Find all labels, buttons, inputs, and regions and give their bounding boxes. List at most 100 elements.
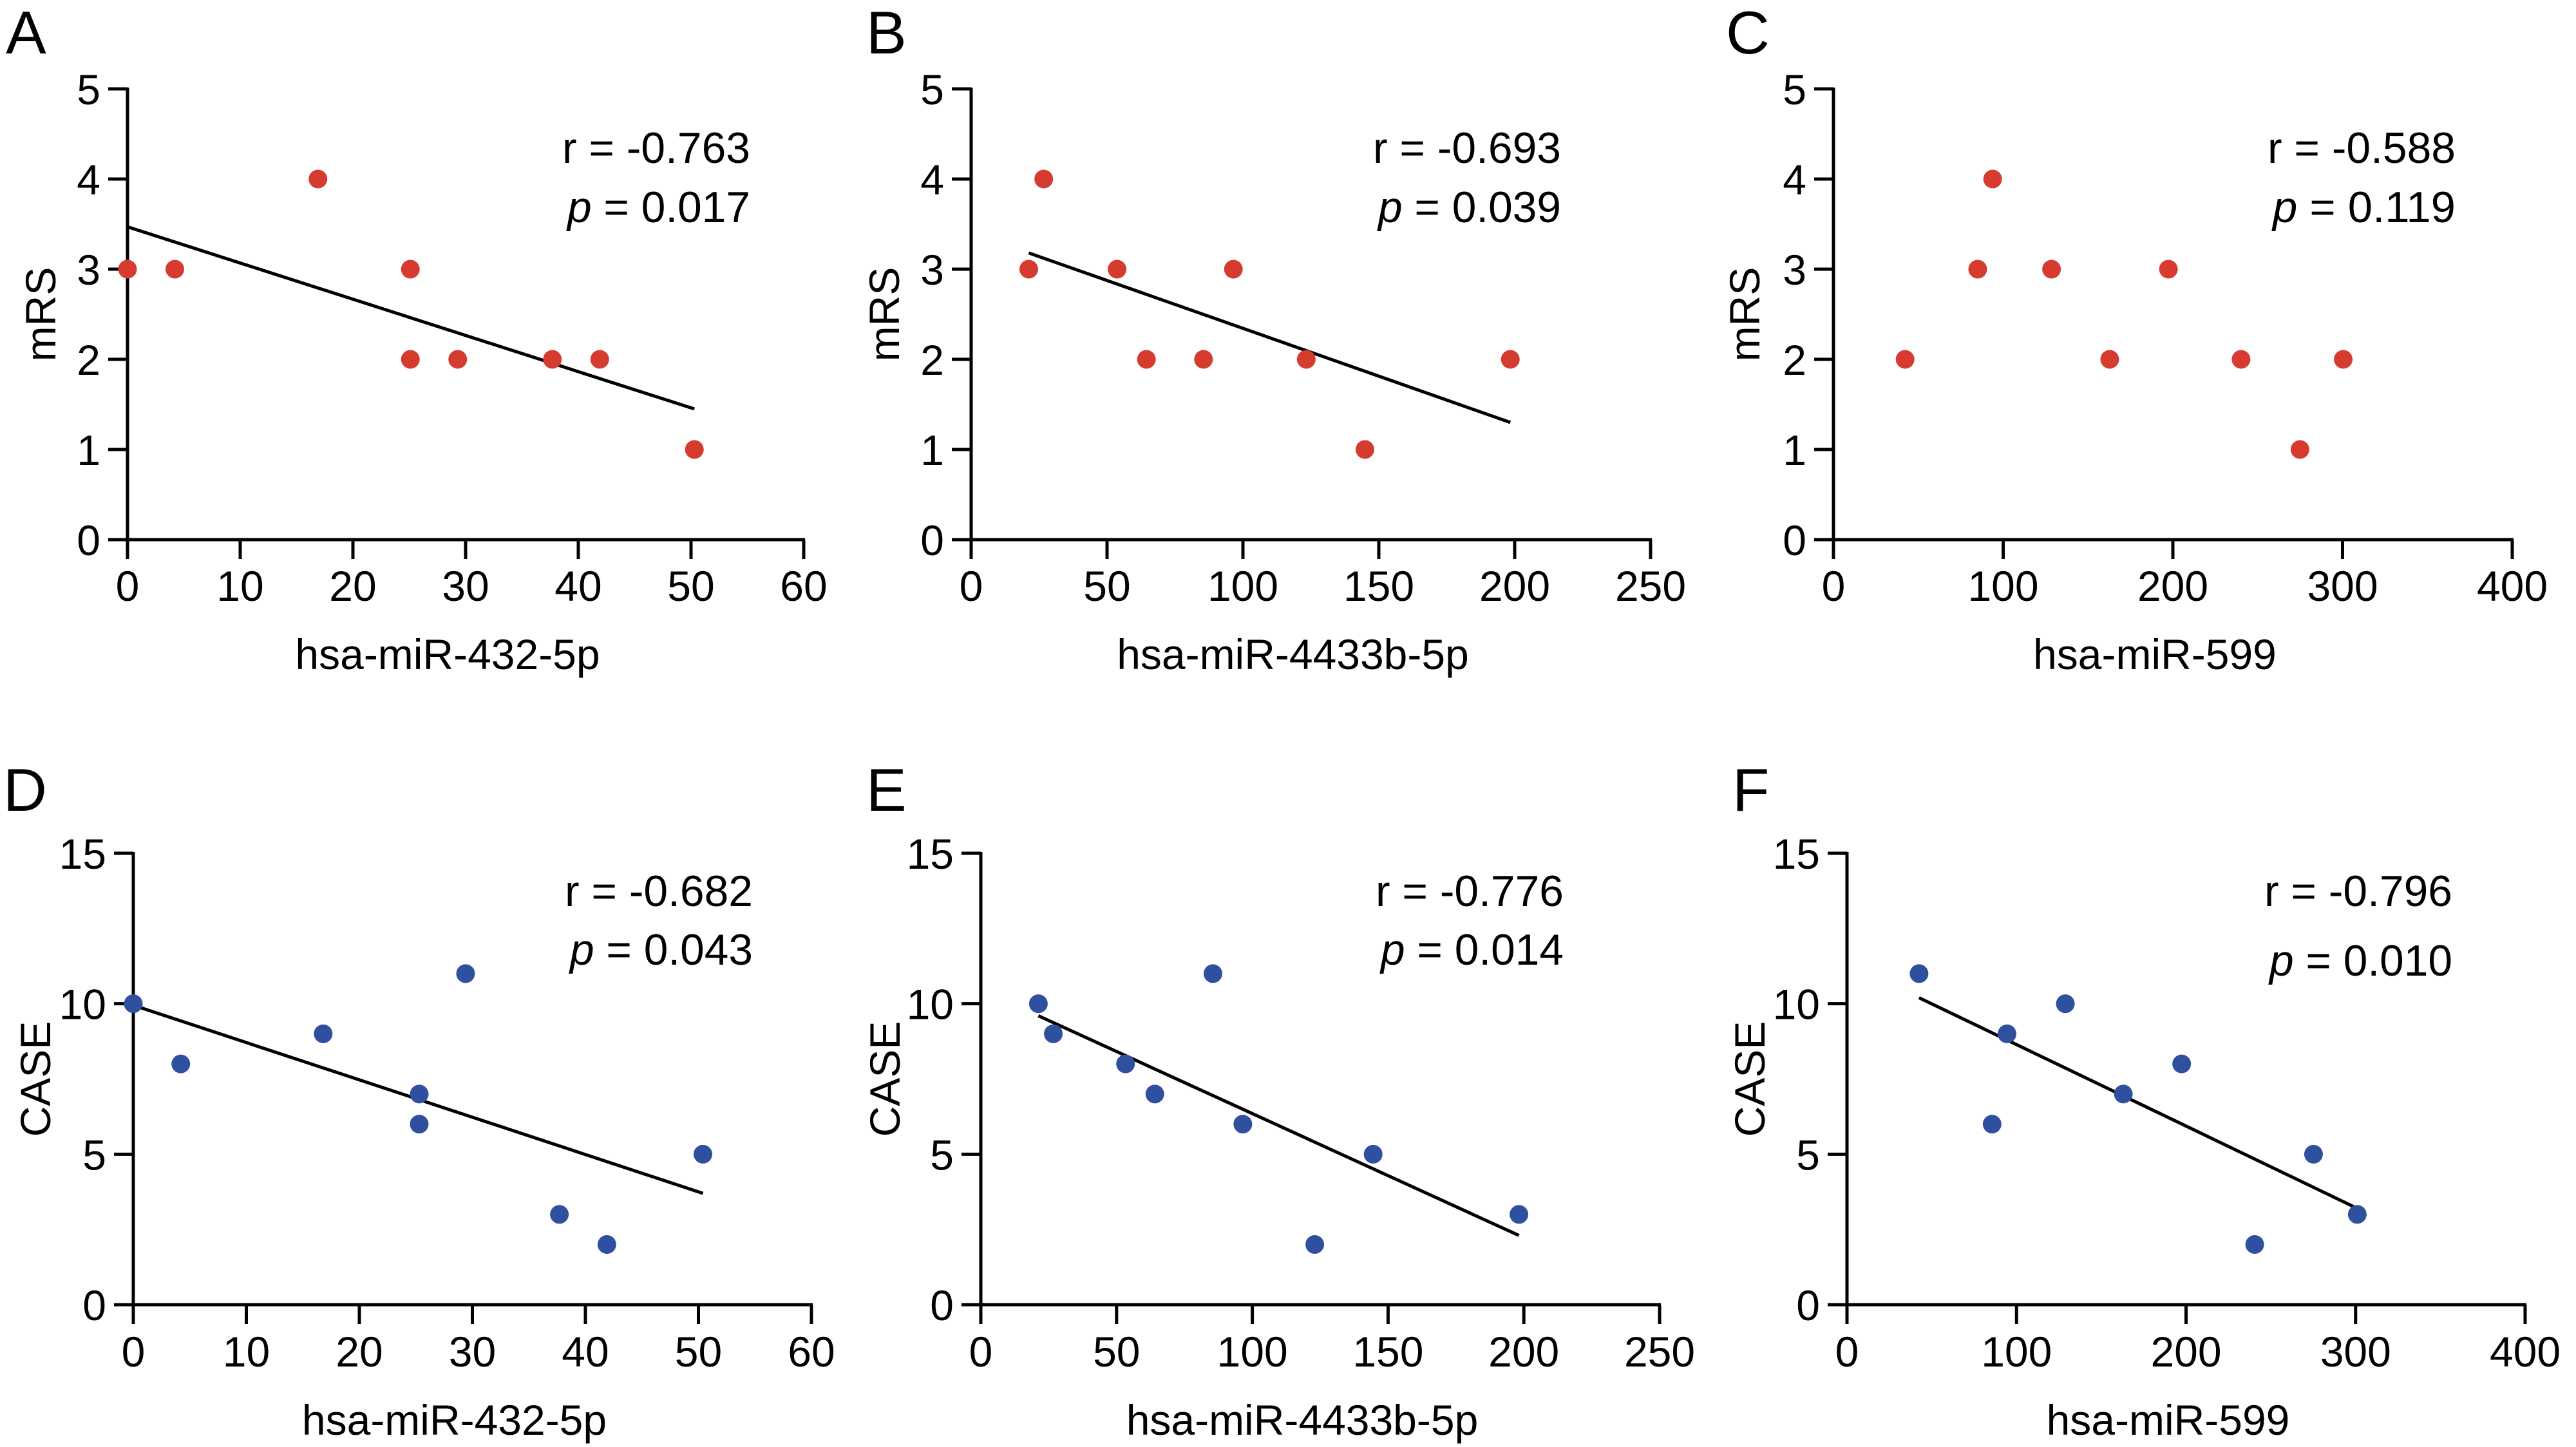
x-tick-label: 0	[960, 562, 983, 610]
data-point	[1983, 169, 2002, 189]
y-tick-label: 1	[77, 426, 100, 474]
y-axis-title: mRS	[17, 267, 64, 362]
p-symbol: p	[1379, 925, 1405, 974]
p-number: = 0.010	[2294, 936, 2452, 985]
y-tick-label: 0	[930, 1281, 954, 1329]
y-tick-label: 4	[920, 156, 944, 203]
y-axis-title: CASE	[1726, 1021, 1774, 1137]
data-point	[1019, 260, 1038, 279]
x-tick-label: 0	[969, 1328, 993, 1376]
data-point	[1034, 169, 1054, 189]
x-tick-label: 100	[1981, 1328, 2052, 1376]
data-point	[543, 350, 562, 369]
x-tick-label: 150	[1352, 1328, 1423, 1376]
y-axis-title: CASE	[12, 1021, 59, 1137]
x-tick-label: 300	[2320, 1328, 2391, 1376]
data-point	[685, 440, 704, 459]
p-value: p = 0.043	[569, 925, 753, 974]
panel-f: F 0 5 10 15 0 100 200 300 400 hsa-miR-599 CASE r = -…	[1726, 756, 2561, 1444]
p-value: p = 0.119	[2271, 183, 2456, 232]
y-tick-label: 0	[82, 1281, 106, 1329]
data-point	[1224, 260, 1243, 279]
x-tick-label: 20	[329, 562, 376, 610]
y-axis-title: mRS	[1721, 267, 1768, 362]
x-axis-title: hsa-miR-432-5p	[295, 630, 600, 678]
y-axis-title: mRS	[860, 267, 908, 362]
x-tick-label: 50	[1093, 1328, 1140, 1376]
y-tick-label: 2	[1783, 336, 1806, 384]
data-point	[2172, 1054, 2192, 1073]
y-tick-label: 2	[77, 336, 100, 384]
y-tick-label: 15	[1773, 830, 1820, 878]
y-tick-label: 5	[1783, 66, 1806, 113]
y-tick-label: 5	[77, 66, 100, 113]
data-point	[2231, 350, 2251, 369]
r-value: r = -0.796	[2264, 867, 2452, 916]
panel-letter: A	[6, 0, 46, 66]
data-point	[2304, 1144, 2323, 1164]
x-tick-label: 200	[2137, 562, 2208, 610]
x-tick-label: 400	[2477, 562, 2548, 610]
x-tick-label: 250	[1615, 562, 1686, 610]
y-tick-label: 0	[1796, 1281, 1820, 1329]
p-value: p = 0.010	[2268, 936, 2452, 985]
x-tick-label: 0	[1822, 562, 1846, 610]
y-tick-label: 10	[907, 981, 954, 1028]
data-point	[2159, 260, 2178, 279]
p-value: p = 0.039	[1377, 183, 1561, 232]
r-value: r = -0.776	[1376, 867, 1564, 916]
x-tick-label: 400	[2490, 1328, 2561, 1376]
data-point	[1137, 350, 1156, 369]
data-point	[410, 1084, 429, 1104]
data-point	[2334, 350, 2353, 369]
y-tick-label: 3	[1783, 246, 1806, 294]
y-tick-label: 4	[77, 156, 100, 203]
x-axis-title: hsa-miR-599	[2033, 630, 2277, 678]
data-point	[456, 964, 475, 983]
y-tick-label: 10	[59, 981, 106, 1028]
data-point	[1194, 350, 1213, 369]
x-tick-label: 0	[1835, 1328, 1859, 1376]
x-axis-title: hsa-miR-4433b-5p	[1117, 630, 1469, 678]
data-point	[308, 169, 328, 189]
panel-letter: C	[1726, 0, 1770, 66]
x-axis-title: hsa-miR-4433b-5p	[1126, 1396, 1479, 1444]
r-value: r = -0.682	[565, 867, 753, 916]
data-point	[1296, 350, 1316, 369]
panel-c: C 0 1 2 3 4 5 0 100 200 300 400 hsa-miR-599 mRS r = -0…	[1721, 0, 2548, 678]
y-tick-label: 0	[1783, 516, 1806, 564]
panel-d: D 0 5 10 15 0 10 20 30 40 50 60 hsa-miR-432-5p CASE r …	[3, 756, 835, 1444]
r-value: r = -0.763	[562, 124, 750, 173]
x-tick-label: 100	[1217, 1328, 1288, 1376]
x-axis-title: hsa-miR-432-5p	[302, 1396, 607, 1444]
panel-letter: B	[866, 0, 907, 66]
x-axis-title: hsa-miR-599	[2047, 1396, 2290, 1444]
x-tick-label: 10	[216, 562, 263, 610]
x-tick-label: 100	[1967, 562, 2038, 610]
data-point	[1203, 964, 1222, 983]
data-point	[410, 1115, 429, 1134]
data-point	[2245, 1235, 2264, 1254]
p-symbol: p	[569, 925, 594, 974]
x-tick-label: 0	[122, 1328, 146, 1376]
data-point	[118, 260, 137, 279]
data-point	[1510, 1205, 1529, 1224]
r-value: r = -0.693	[1373, 124, 1561, 173]
p-symbol: p	[566, 183, 592, 232]
x-tick-label: 60	[788, 1328, 835, 1376]
x-tick-label: 40	[562, 1328, 609, 1376]
regression-line	[1037, 1014, 1520, 1237]
p-value: p = 0.017	[566, 183, 750, 232]
regression-line	[127, 225, 696, 411]
panel-letter: E	[866, 756, 907, 824]
y-tick-label: 1	[1783, 426, 1806, 474]
data-point	[2100, 350, 2119, 369]
data-point	[1116, 1054, 1135, 1073]
x-tick-label: 150	[1343, 562, 1414, 610]
p-number: = 0.043	[594, 925, 753, 974]
data-point	[1363, 1144, 1383, 1164]
y-tick-label: 4	[1783, 156, 1806, 203]
